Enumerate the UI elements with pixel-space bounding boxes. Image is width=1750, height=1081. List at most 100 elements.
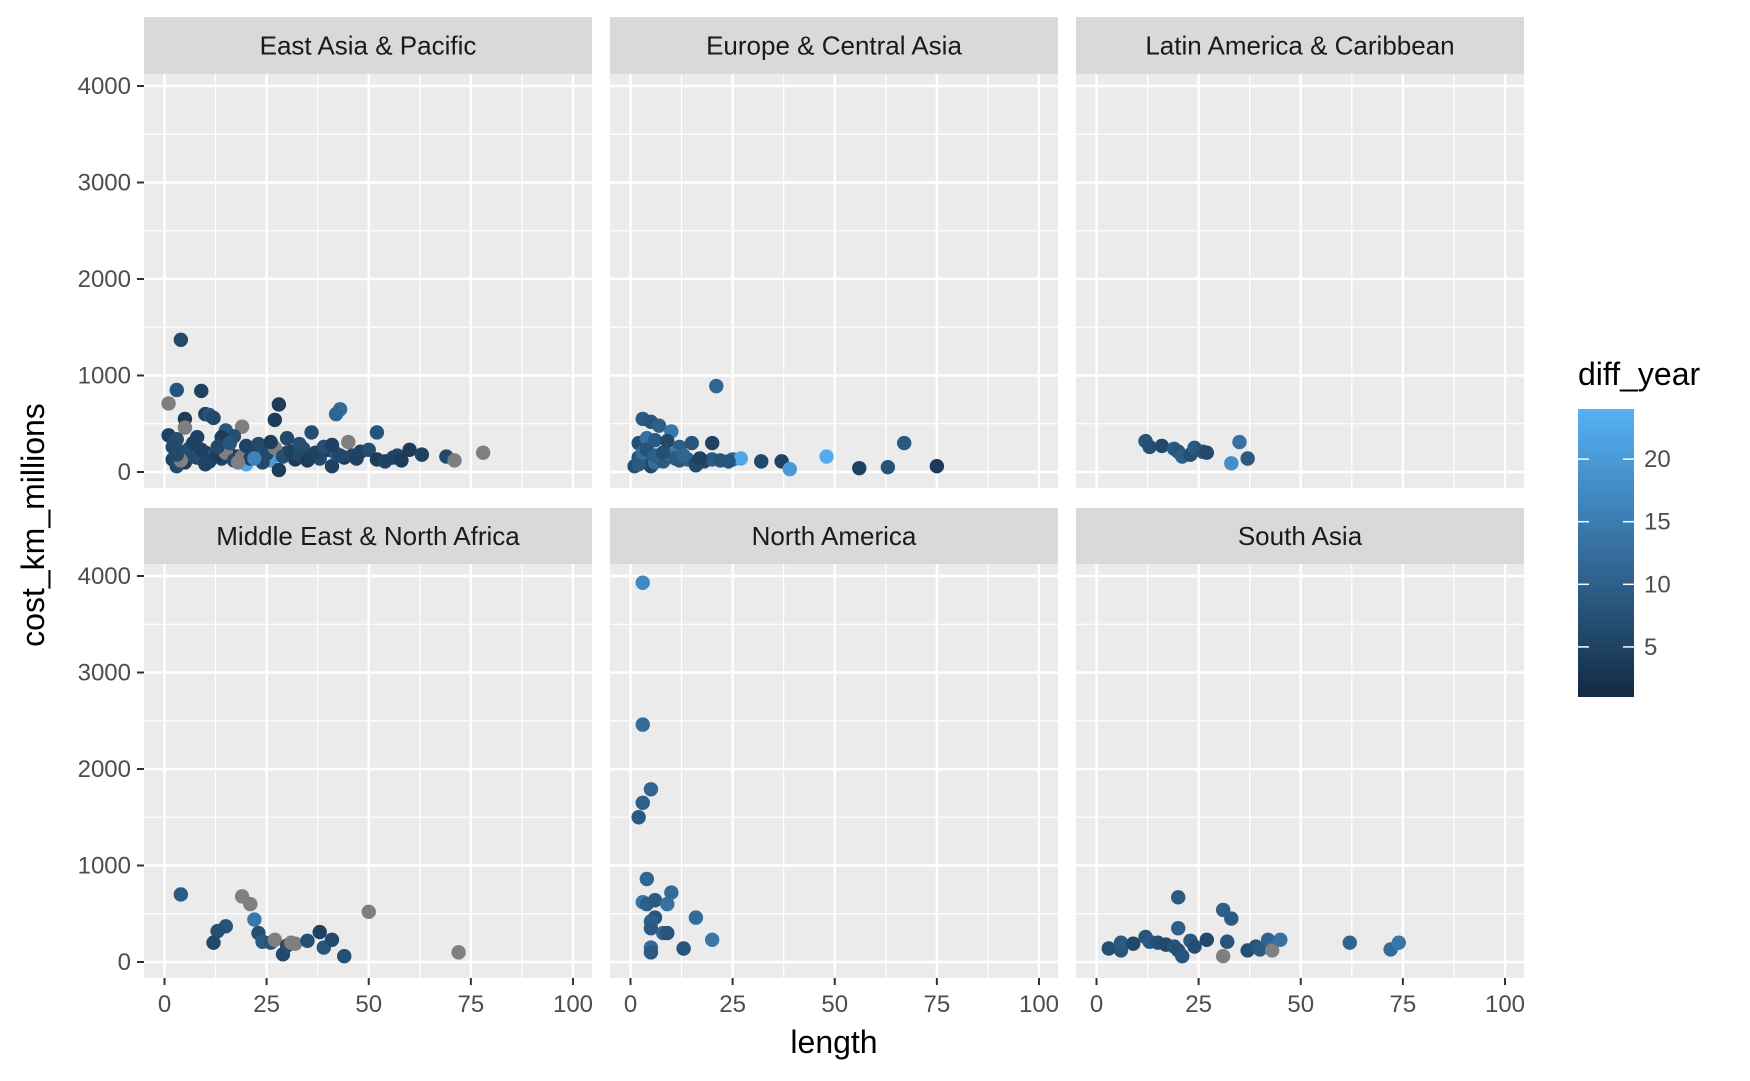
x-tick-label: 50 [821, 991, 848, 1018]
facet-strip [1076, 508, 1524, 564]
data-point [1220, 934, 1235, 949]
y-tick-label: 1000 [78, 853, 131, 880]
data-point [643, 921, 659, 936]
facet-south-asia: South Asia [1076, 508, 1524, 978]
data-point [243, 896, 258, 912]
y-axis-title: cost_km_millions [15, 403, 51, 647]
data-point [194, 383, 209, 399]
facet-strip [144, 508, 592, 564]
y-tick-label: 1000 [78, 363, 131, 390]
data-point [292, 436, 307, 452]
data-point [1252, 942, 1268, 957]
facet-strip-label: Middle East & North Africa [216, 521, 520, 551]
facet-strip [610, 17, 1058, 74]
data-point [651, 418, 667, 433]
data-point [782, 461, 798, 477]
data-point [1224, 456, 1239, 471]
data-point [705, 932, 720, 948]
facet-middle-east-north-africa: Middle East & North Africa [144, 508, 592, 978]
y-axes: 0 1000 2000 3000 4000 0 1000 2000 3000 4000 [78, 73, 144, 976]
x-tick-label: 100 [1485, 991, 1525, 1018]
x-tick-label: 100 [553, 991, 593, 1018]
data-point [279, 431, 295, 446]
data-point [324, 932, 340, 948]
data-point [1391, 935, 1406, 950]
x-tick-label: 75 [1390, 991, 1417, 1018]
data-point [169, 447, 184, 462]
data-point [852, 460, 867, 476]
data-point [475, 445, 491, 460]
data-point [222, 435, 238, 451]
data-point [692, 451, 708, 466]
x-tick-label: 75 [924, 991, 951, 1018]
data-point [643, 945, 659, 960]
data-point [267, 412, 282, 428]
y-tick-label: 4000 [78, 73, 131, 100]
facet-east-asia-pacific: East Asia & Pacific [144, 17, 592, 488]
x-tick-label: 100 [1019, 991, 1059, 1018]
data-point [676, 941, 691, 956]
data-point [1224, 911, 1239, 926]
data-point [230, 455, 246, 470]
data-point [896, 435, 912, 451]
data-point [324, 459, 340, 474]
colorbar-tick-label: 15 [1644, 509, 1671, 536]
data-point [660, 896, 675, 912]
data-point [300, 933, 315, 948]
y-tick-label: 0 [118, 459, 131, 486]
colorbar-tick-label: 10 [1644, 571, 1671, 598]
data-point [312, 924, 327, 940]
data-point [631, 457, 646, 472]
data-point [349, 451, 364, 466]
data-point [1273, 932, 1288, 948]
data-point [324, 437, 340, 453]
data-point [635, 575, 650, 590]
y-tick-label: 3000 [78, 170, 131, 197]
data-point [394, 453, 409, 468]
data-point [267, 932, 282, 948]
data-point [402, 442, 417, 458]
data-point [1199, 445, 1214, 460]
facet-strip-label: East Asia & Pacific [260, 31, 477, 61]
colorbar-tick-label: 5 [1644, 634, 1657, 661]
colorbar [1578, 409, 1634, 697]
data-point [635, 795, 650, 810]
data-point [210, 923, 225, 939]
data-point [173, 332, 189, 347]
data-point [361, 442, 376, 458]
y-tick-label: 2000 [78, 756, 131, 783]
data-point [369, 425, 385, 440]
data-point [709, 378, 724, 394]
x-tick-label: 50 [1287, 991, 1314, 1018]
data-point [1171, 921, 1186, 936]
data-point [676, 448, 691, 463]
data-point [1113, 935, 1129, 950]
data-point [1199, 932, 1214, 948]
data-point [721, 454, 736, 469]
x-tick-label: 75 [458, 991, 485, 1018]
data-point [880, 459, 896, 475]
y-tick-label: 3000 [78, 660, 131, 687]
facet-strip [1076, 17, 1524, 74]
data-point [263, 434, 278, 450]
data-point [161, 396, 176, 411]
data-point [1215, 949, 1231, 964]
facet-strip [610, 508, 1058, 564]
data-point [1126, 936, 1141, 951]
x-tick-label: 0 [1090, 991, 1103, 1018]
data-point [451, 945, 466, 960]
facet-strip [144, 17, 592, 74]
data-point [169, 382, 184, 398]
data-point [647, 893, 663, 908]
data-point [660, 433, 675, 449]
data-point [1101, 941, 1116, 956]
data-point [819, 449, 834, 464]
facet-north-america: North America [610, 508, 1058, 978]
data-point [684, 435, 699, 451]
data-point [1171, 890, 1186, 905]
data-point [643, 782, 659, 797]
data-point [631, 810, 646, 825]
data-point [647, 432, 663, 448]
data-point [341, 434, 356, 450]
data-point [177, 420, 193, 435]
